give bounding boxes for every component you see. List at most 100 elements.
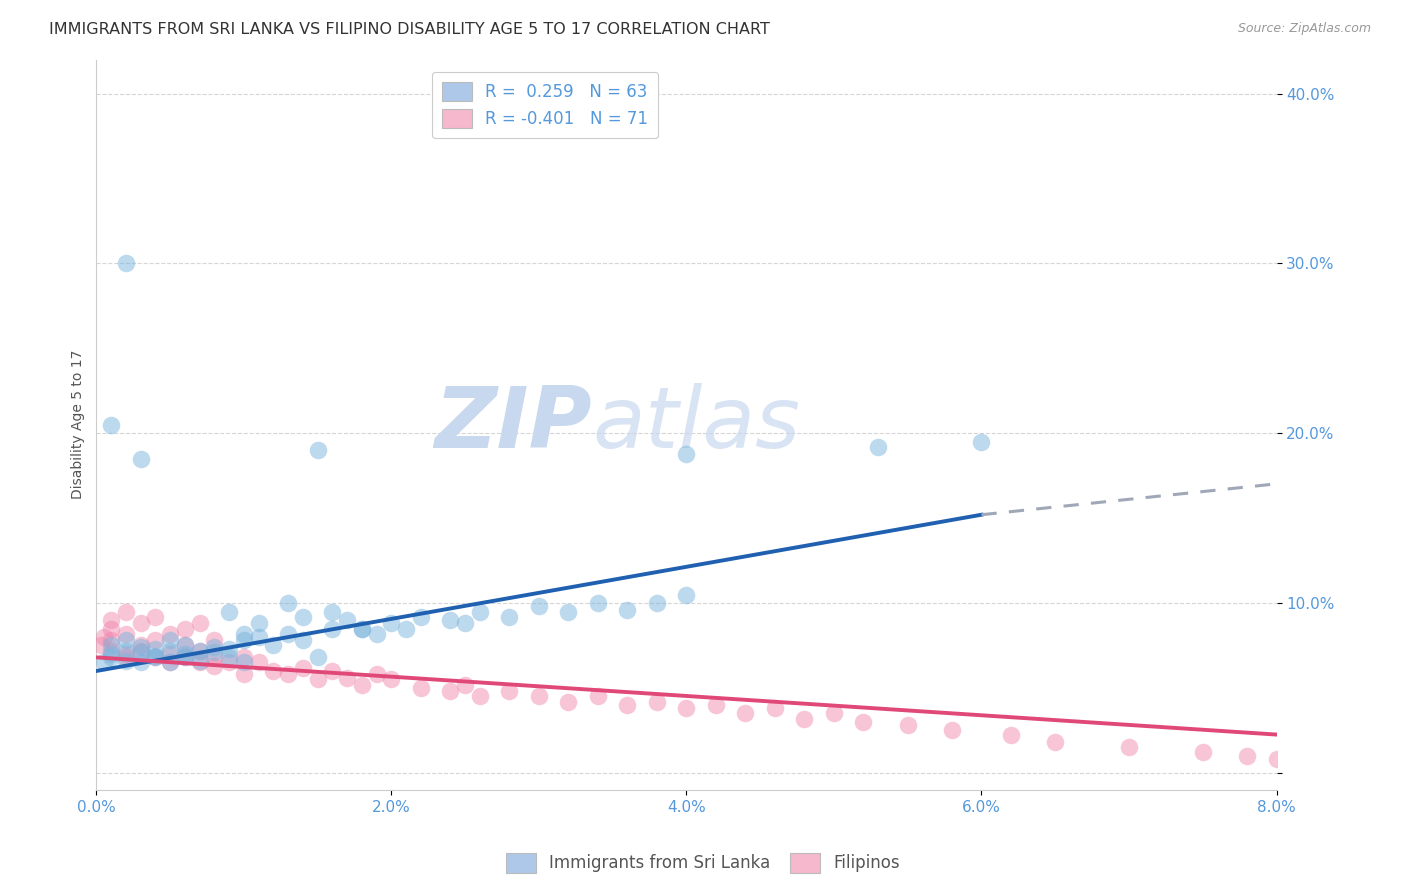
Point (202, 650, 225, 665)
Point (232, 633, 254, 648)
Point (395, 622, 418, 636)
Point (586, 690, 609, 704)
Point (232, 656, 254, 670)
Point (868, 440, 890, 454)
Text: ZIP: ZIP (434, 384, 592, 467)
Point (129, 645, 152, 659)
Point (100, 417, 122, 432)
Point (350, 622, 373, 636)
Point (586, 596, 609, 610)
Point (1045, 735, 1067, 749)
Point (115, 256, 138, 270)
Point (173, 650, 195, 665)
Point (202, 633, 225, 648)
Point (115, 647, 138, 661)
Point (380, 673, 402, 687)
Point (704, 698, 727, 712)
Point (645, 694, 668, 708)
Point (93, 630, 115, 644)
Point (129, 639, 152, 653)
Point (100, 643, 122, 657)
Legend: R =  0.259   N = 63, R = -0.401   N = 71: R = 0.259 N = 63, R = -0.401 N = 71 (432, 71, 658, 138)
Point (616, 603, 638, 617)
Point (129, 616, 152, 631)
Point (262, 639, 284, 653)
Point (188, 643, 211, 657)
Point (307, 673, 329, 687)
Point (823, 706, 845, 721)
Point (143, 609, 166, 624)
Point (247, 656, 270, 670)
Point (188, 656, 211, 670)
Point (173, 639, 195, 653)
Point (100, 613, 122, 627)
Point (380, 616, 402, 631)
Point (439, 613, 461, 627)
Point (115, 605, 138, 619)
Point (143, 650, 166, 665)
Point (100, 633, 122, 648)
Point (115, 643, 138, 657)
Point (218, 605, 240, 619)
Point (115, 626, 138, 640)
Point (143, 641, 166, 656)
Point (115, 654, 138, 668)
Point (366, 667, 388, 681)
Y-axis label: Disability Age 5 to 17: Disability Age 5 to 17 (72, 350, 86, 500)
Point (188, 616, 211, 631)
Point (1295, 757, 1317, 772)
Point (645, 596, 668, 610)
Point (159, 626, 181, 640)
Point (763, 701, 786, 715)
Point (409, 681, 432, 695)
Point (675, 588, 697, 602)
Point (454, 616, 477, 631)
Point (159, 656, 181, 670)
Point (247, 630, 270, 644)
Point (262, 664, 284, 678)
Point (1000, 729, 1022, 743)
Point (143, 648, 166, 663)
Point (454, 677, 477, 691)
Legend: Immigrants from Sri Lanka, Filipinos: Immigrants from Sri Lanka, Filipinos (499, 847, 907, 880)
Point (793, 712, 815, 726)
Point (129, 643, 152, 657)
Point (218, 650, 240, 665)
Point (1118, 740, 1140, 755)
Point (675, 701, 697, 715)
Point (115, 633, 138, 648)
Point (143, 650, 166, 665)
Point (100, 639, 122, 653)
Point (970, 434, 993, 449)
Point (202, 658, 225, 673)
Point (498, 684, 520, 698)
Point (232, 667, 254, 681)
Point (350, 622, 373, 636)
Point (527, 690, 550, 704)
Point (1339, 752, 1361, 766)
Point (675, 447, 697, 461)
Point (1236, 748, 1258, 763)
Point (468, 690, 491, 704)
Point (115, 650, 138, 665)
Point (173, 647, 195, 661)
Point (468, 605, 491, 619)
Point (100, 647, 122, 661)
Point (852, 714, 875, 729)
Point (291, 660, 314, 674)
Point (173, 650, 195, 665)
Point (93, 656, 115, 670)
Point (90, 639, 112, 653)
Point (100, 650, 122, 665)
Point (498, 609, 520, 624)
Point (734, 706, 756, 721)
Point (366, 626, 388, 640)
Point (1265, 752, 1288, 766)
Point (188, 643, 211, 657)
Point (232, 626, 254, 640)
Point (159, 643, 181, 657)
Point (291, 633, 314, 648)
Point (941, 723, 963, 738)
Point (202, 645, 225, 659)
Point (557, 694, 579, 708)
